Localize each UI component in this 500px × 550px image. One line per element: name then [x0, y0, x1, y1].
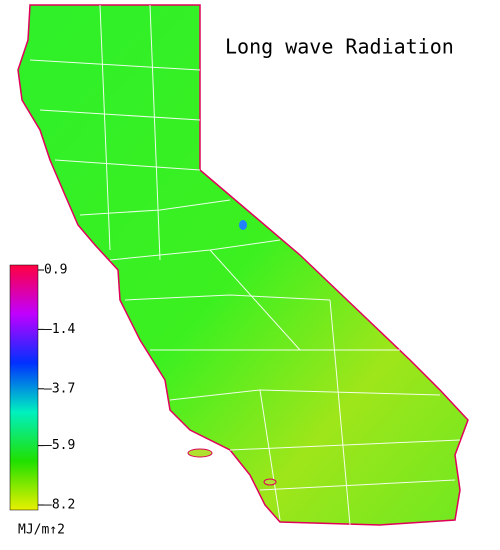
colorbar-tick-label: –3.7	[44, 381, 75, 396]
california-shape	[17, 4, 469, 526]
island	[263, 478, 277, 486]
colorbar-tick-label: –8.2	[44, 498, 75, 513]
colorbar-tick-label: –5.9	[44, 438, 75, 453]
colorbar	[9, 264, 39, 511]
colorbar-tick-label: 0.9	[44, 263, 67, 278]
island	[187, 448, 213, 458]
map-title: Long wave Radiation	[225, 35, 454, 59]
colorbar-tick-label: –1.4	[44, 322, 75, 337]
lake	[239, 220, 247, 230]
county-lines	[29, 4, 461, 526]
colorbar-unit: MJ/m↑2	[18, 523, 65, 538]
